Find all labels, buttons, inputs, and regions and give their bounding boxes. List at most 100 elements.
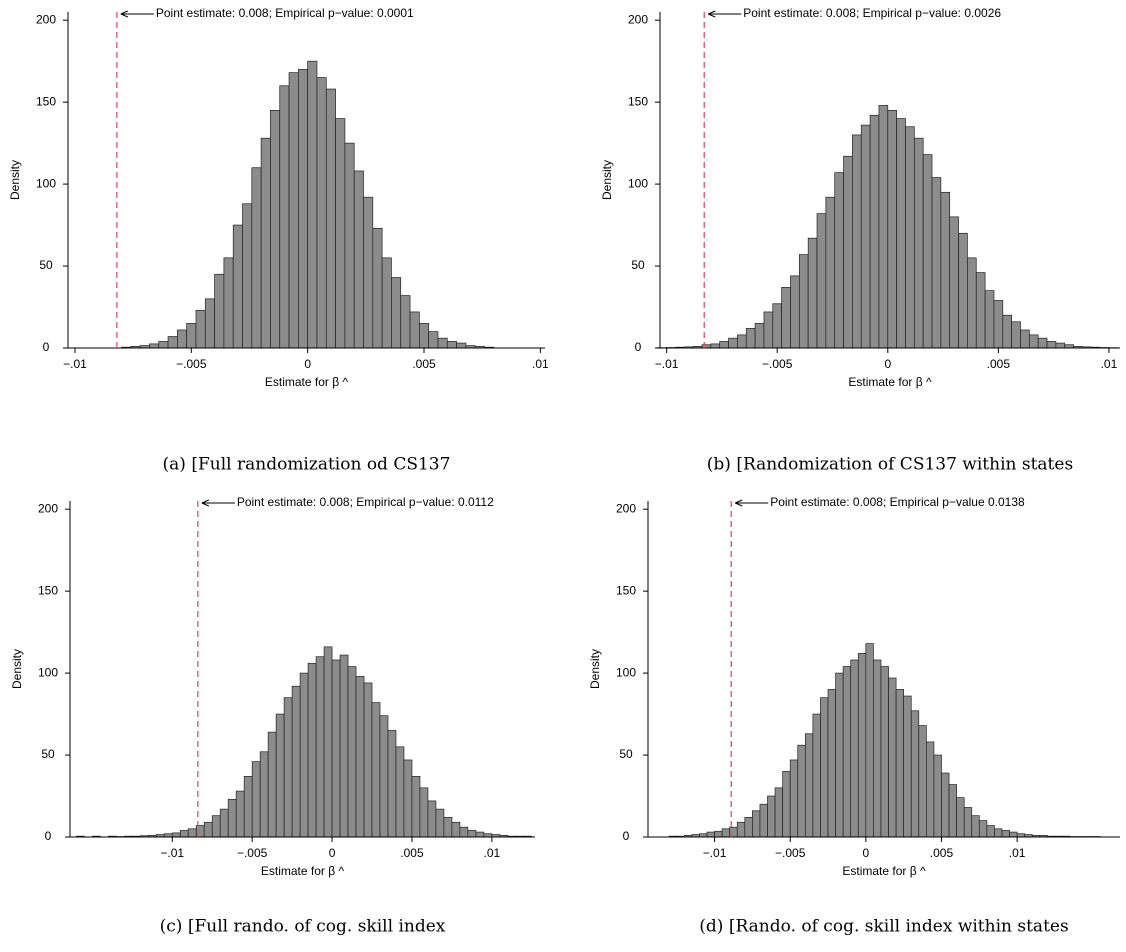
bar (180, 830, 188, 837)
y-axis-label: Density (600, 160, 614, 200)
bar (964, 807, 972, 837)
x-axis-label: Estimate for β ^ (265, 375, 349, 389)
bar (881, 667, 889, 837)
x-axis-label: Estimate for β ^ (261, 864, 345, 878)
bar (177, 330, 186, 348)
bar (388, 730, 396, 837)
y-tick-label: 0 (45, 829, 52, 843)
bar (401, 296, 410, 348)
bar (976, 273, 985, 348)
bar (746, 328, 755, 348)
bar (428, 801, 436, 837)
bar (233, 225, 242, 348)
bar (228, 799, 236, 837)
bar (979, 821, 987, 837)
caption: (b) [Randomization of CS137 within state… (707, 455, 1073, 475)
bar (764, 312, 773, 348)
bar (380, 716, 388, 837)
bar (438, 338, 447, 348)
x-tick-label: .005 (987, 357, 1011, 371)
y-tick-label: 0 (635, 340, 642, 354)
bar (720, 341, 729, 348)
bar (737, 822, 745, 837)
bar (340, 655, 348, 837)
bar (957, 798, 965, 837)
caption: (d) [Rando. of cog. skill index within s… (699, 917, 1068, 937)
bar (236, 791, 244, 837)
bar (737, 335, 746, 348)
x-tick-label: .01 (532, 357, 549, 371)
bar (949, 785, 957, 837)
y-tick-label: 50 (631, 258, 645, 272)
bar (790, 276, 799, 348)
bar (897, 119, 906, 348)
y-tick-label: 200 (36, 12, 56, 26)
bar (808, 238, 817, 348)
bar (292, 686, 300, 837)
bar (987, 826, 995, 837)
bar (1002, 830, 1010, 837)
bar (888, 110, 897, 348)
bar (205, 299, 214, 348)
bar (204, 822, 212, 837)
annotation: Point estimate: 0.008; Empirical p−value… (743, 6, 1001, 20)
bar (866, 644, 874, 837)
bar (904, 696, 912, 837)
x-tick-label: 0 (304, 357, 311, 371)
bar (289, 73, 298, 348)
bar (324, 647, 332, 837)
bar (967, 258, 976, 348)
bar (336, 119, 345, 348)
bar (835, 173, 844, 348)
bar (457, 343, 466, 348)
annotation: Point estimate: 0.008; Empirical p−value… (770, 495, 1025, 509)
bar (308, 61, 317, 348)
bar (159, 341, 168, 348)
bar (300, 673, 308, 837)
x-axis-label: Estimate for β ^ (842, 864, 926, 878)
x-tick-label: −.005 (775, 846, 806, 860)
bar (284, 698, 292, 837)
bar (722, 829, 730, 837)
bar (914, 138, 923, 348)
bar (798, 745, 806, 837)
bar (905, 127, 914, 348)
bar (345, 143, 354, 348)
bar (972, 816, 980, 837)
bar (420, 788, 428, 837)
bar (444, 817, 452, 837)
bar (317, 78, 326, 348)
bar (768, 796, 776, 837)
bar (168, 337, 177, 348)
bar (372, 703, 380, 837)
bar (773, 304, 782, 348)
bar (715, 831, 723, 837)
bar (783, 771, 791, 837)
bar (260, 752, 268, 837)
bar (332, 660, 340, 837)
x-tick-label: 0 (329, 846, 336, 860)
bar (941, 192, 950, 348)
bar (836, 673, 844, 837)
bar (244, 776, 252, 837)
bar (1056, 343, 1065, 348)
bar (316, 657, 324, 837)
bar (364, 683, 372, 837)
bar (861, 125, 870, 348)
y-tick-label: 200 (38, 501, 58, 515)
bar (429, 332, 438, 348)
x-tick-label: .01 (484, 846, 501, 860)
bar (149, 344, 158, 348)
bar (460, 827, 468, 837)
bar (268, 732, 276, 837)
x-tick-label: .005 (412, 357, 436, 371)
bar (994, 300, 1003, 348)
annotation: Point estimate: 0.008; Empirical p−value… (156, 6, 414, 20)
bar (452, 822, 460, 837)
x-tick-label: −.01 (160, 846, 184, 860)
bar (1020, 330, 1029, 348)
bar (820, 698, 828, 837)
bar (755, 323, 764, 348)
bar (889, 678, 897, 837)
annotation: Point estimate: 0.008; Empirical p−value… (237, 495, 494, 509)
